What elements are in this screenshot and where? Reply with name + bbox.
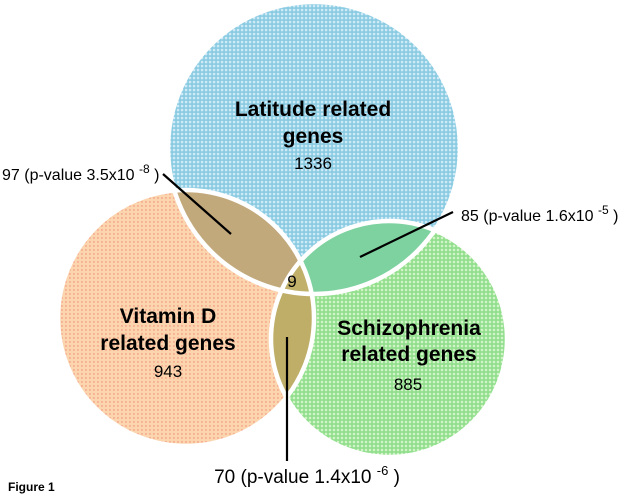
annotation-vitamin-d-schizophrenia-prefix: 70 (p-value 1.4x10: [214, 467, 371, 488]
annotation-latitude-vitamin-d: 97 (p-value 3.5x10 -8 ): [2, 160, 159, 184]
schizophrenia-label-line2: related genes: [341, 343, 476, 366]
annotation-latitude-vitamin-d-suffix: ): [154, 167, 159, 184]
schizophrenia-count: 885: [394, 375, 422, 394]
annotation-latitude-schizophrenia-exponent: -5: [598, 203, 609, 217]
annotation-latitude-schizophrenia-suffix: ): [613, 208, 618, 225]
latitude-count: 1336: [294, 154, 332, 173]
vitamin-d-label-line1: Vitamin D: [120, 305, 216, 328]
overlap-latitude-vitamin-d-region: [168, 190, 314, 294]
annotation-latitude-schizophrenia: 85 (p-value 1.6x10 -5 ): [461, 201, 618, 225]
schizophrenia-circle-outline: [268, 218, 510, 460]
annotation-latitude-vitamin-d-exponent: -8: [139, 162, 150, 176]
annotation-vitamin-d-schizophrenia-suffix: ): [394, 467, 400, 488]
vitamin-d-label-line2: related genes: [100, 332, 235, 355]
annotation-vitamin-d-schizophrenia-exponent: -6: [377, 463, 389, 478]
latitude-label-line2: genes: [283, 125, 344, 148]
annotation-latitude-schizophrenia-prefix: 85 (p-value 1.6x10: [461, 208, 594, 225]
vitamin-d-circle-outline: [55, 187, 317, 449]
center-overlap-count: 9: [287, 272, 296, 291]
schizophrenia-label-line1: Schizophrenia: [337, 317, 481, 340]
leader-line-latitude-vitamin-d: [162, 173, 232, 235]
leader-line-latitude-schizophrenia: [359, 211, 454, 258]
figure-caption: Figure 1: [8, 480, 55, 494]
vitamin-d-count: 943: [154, 362, 182, 381]
annotation-vitamin-d-schizophrenia: 70 (p-value 1.4x10 -6 ): [214, 459, 400, 488]
annotation-latitude-vitamin-d-prefix: 97 (p-value 3.5x10: [2, 167, 135, 184]
latitude-label-line1: Latitude related: [235, 98, 391, 121]
